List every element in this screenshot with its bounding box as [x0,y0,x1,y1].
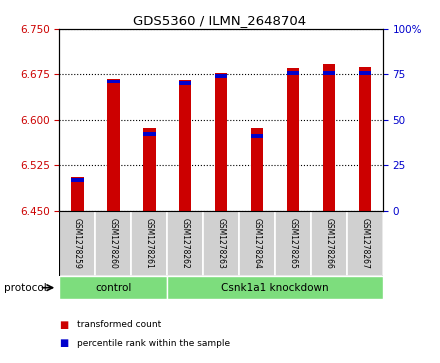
Bar [143,128,155,211]
Bar [203,211,239,276]
Text: ■: ■ [59,338,69,348]
Bar [131,211,167,276]
Text: GSM1278264: GSM1278264 [253,218,261,269]
Bar [167,276,383,299]
Bar [71,177,84,211]
Bar [359,66,371,211]
Bar [179,81,191,211]
Bar [311,211,347,276]
Bar [323,72,335,75]
Text: control: control [95,283,132,293]
Bar [251,128,263,211]
Text: GSM1278259: GSM1278259 [73,218,82,269]
Text: GSM1278263: GSM1278263 [216,218,226,269]
Text: Csnk1a1 knockdown: Csnk1a1 knockdown [221,283,329,293]
Bar [107,80,120,83]
Text: GSM1278262: GSM1278262 [181,218,190,269]
Text: ■: ■ [59,320,69,330]
Bar [275,211,311,276]
Bar [167,211,203,276]
Bar [143,132,155,136]
Bar [215,74,227,78]
Bar [107,79,120,211]
Bar [251,134,263,138]
Bar [95,211,131,276]
Bar [179,81,191,85]
Bar [287,68,299,211]
Text: GSM1278266: GSM1278266 [324,218,334,269]
Text: GSM1278265: GSM1278265 [289,218,297,269]
Text: GDS5360 / ILMN_2648704: GDS5360 / ILMN_2648704 [133,15,307,28]
Text: percentile rank within the sample: percentile rank within the sample [77,339,230,347]
Bar [323,64,335,211]
Bar [347,211,383,276]
Bar [59,211,95,276]
Text: GSM1278261: GSM1278261 [145,218,154,269]
Bar [239,211,275,276]
Bar [359,72,371,75]
Bar [59,276,167,299]
Text: protocol: protocol [4,283,47,293]
Text: GSM1278267: GSM1278267 [360,218,369,269]
Bar [287,72,299,75]
Text: transformed count: transformed count [77,321,161,329]
Text: GSM1278260: GSM1278260 [109,218,118,269]
Bar [71,179,84,182]
Bar [215,73,227,211]
